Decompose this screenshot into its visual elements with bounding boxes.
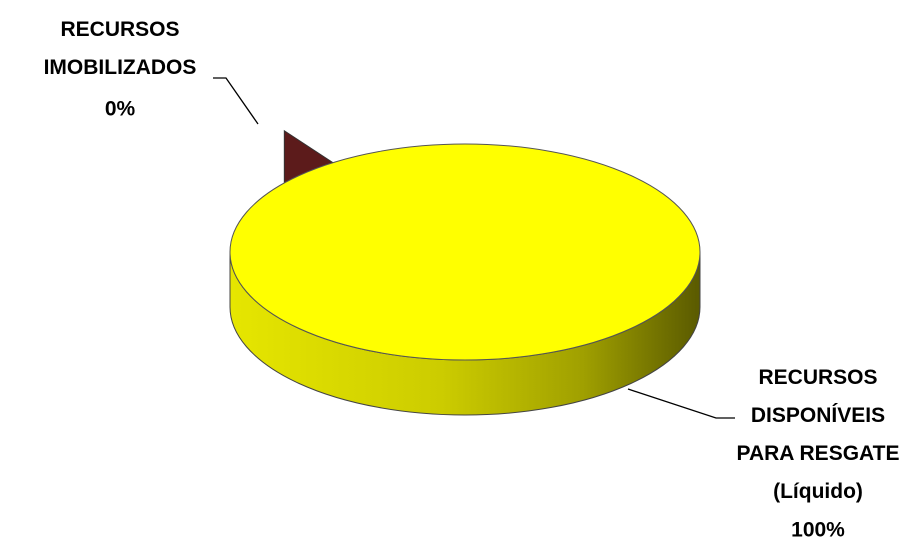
value-label: 0% [105, 98, 136, 121]
category-label: RECURSOS DISPONÍVEIS PARA RESGATE (Líquido) [737, 366, 900, 503]
pie-slice [229, 143, 701, 361]
value-label: 100% [791, 519, 845, 542]
leader-line [213, 77, 259, 125]
leader-line [627, 388, 735, 419]
category-label: RECURSOS IMOBILIZADOS [44, 18, 197, 79]
